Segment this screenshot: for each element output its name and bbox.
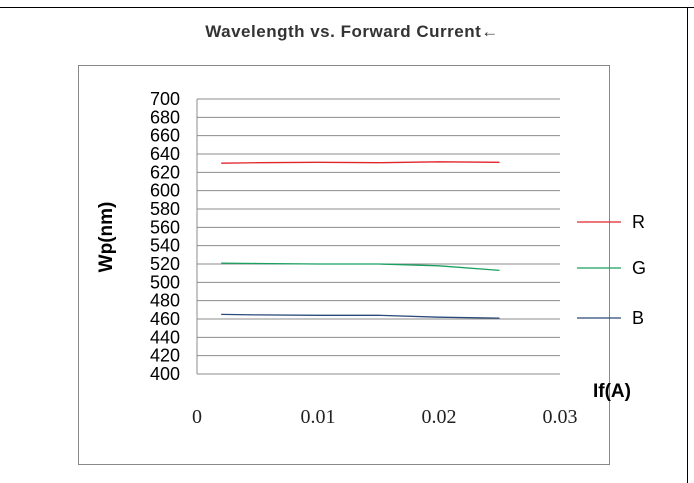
y-tick-label: 700 xyxy=(150,89,180,109)
y-tick-label: 640 xyxy=(150,144,180,164)
x-tick-label: 0.03 xyxy=(543,406,578,428)
x-tick-label: 0.02 xyxy=(422,406,457,428)
x-tick-label: 0 xyxy=(192,406,202,428)
y-axis-label: Wp(nm) xyxy=(96,202,117,273)
legend-label-B: B xyxy=(632,308,644,328)
y-tick-label: 440 xyxy=(150,327,180,347)
x-tick-label: 0.01 xyxy=(301,406,336,428)
y-tick-label: 420 xyxy=(150,346,180,366)
series-line-B xyxy=(221,313,500,319)
top-border-line xyxy=(0,7,694,8)
y-tick-label: 580 xyxy=(150,199,180,219)
gridlines xyxy=(196,98,560,375)
series-line-R xyxy=(221,161,500,164)
legend-label-G: G xyxy=(632,258,646,278)
y-tick-label: 480 xyxy=(150,291,180,311)
y-tick-label: 600 xyxy=(150,181,180,201)
y-tick-label: 540 xyxy=(150,236,180,256)
y-tick-label: 400 xyxy=(150,364,180,384)
y-tick-labels: 4004204404604805005205405605806006206406… xyxy=(150,89,180,384)
y-tick-label: 520 xyxy=(150,254,180,274)
y-tick-label: 680 xyxy=(150,107,180,127)
chart-title: Wavelength vs. Forward Current← xyxy=(205,22,499,41)
right-border-line xyxy=(687,7,688,483)
y-tick-label: 560 xyxy=(150,217,180,237)
legend: R G B xyxy=(577,212,646,328)
chart-area-border xyxy=(78,65,610,465)
legend-label-R: R xyxy=(632,212,645,232)
y-tick-label: 620 xyxy=(150,162,180,182)
y-tick-label: 660 xyxy=(150,126,180,146)
y-tick-label: 500 xyxy=(150,272,180,292)
y-tick-label: 460 xyxy=(150,309,180,329)
series-line-G xyxy=(221,262,500,272)
x-axis-label: If(A) xyxy=(593,381,631,402)
x-tick-labels: 0 0.01 0.02 0.03 xyxy=(192,406,578,428)
series-lines xyxy=(221,161,500,319)
